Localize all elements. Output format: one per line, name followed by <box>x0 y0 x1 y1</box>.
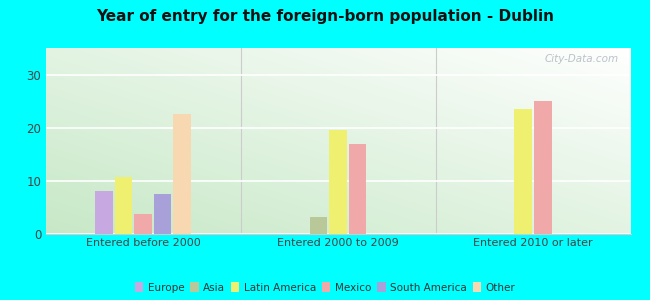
Bar <box>329 130 347 234</box>
Bar <box>534 101 552 234</box>
Bar <box>348 144 367 234</box>
Bar <box>134 214 152 234</box>
Text: City-Data.com: City-Data.com <box>545 54 619 64</box>
Bar <box>309 217 328 234</box>
Legend: Europe, Asia, Latin America, Mexico, South America, Other: Europe, Asia, Latin America, Mexico, Sou… <box>133 280 517 295</box>
Bar <box>514 109 532 234</box>
Bar <box>153 194 172 234</box>
Bar <box>114 177 133 234</box>
Bar <box>95 191 113 234</box>
Text: Year of entry for the foreign-born population - Dublin: Year of entry for the foreign-born popul… <box>96 9 554 24</box>
Bar <box>173 114 191 234</box>
